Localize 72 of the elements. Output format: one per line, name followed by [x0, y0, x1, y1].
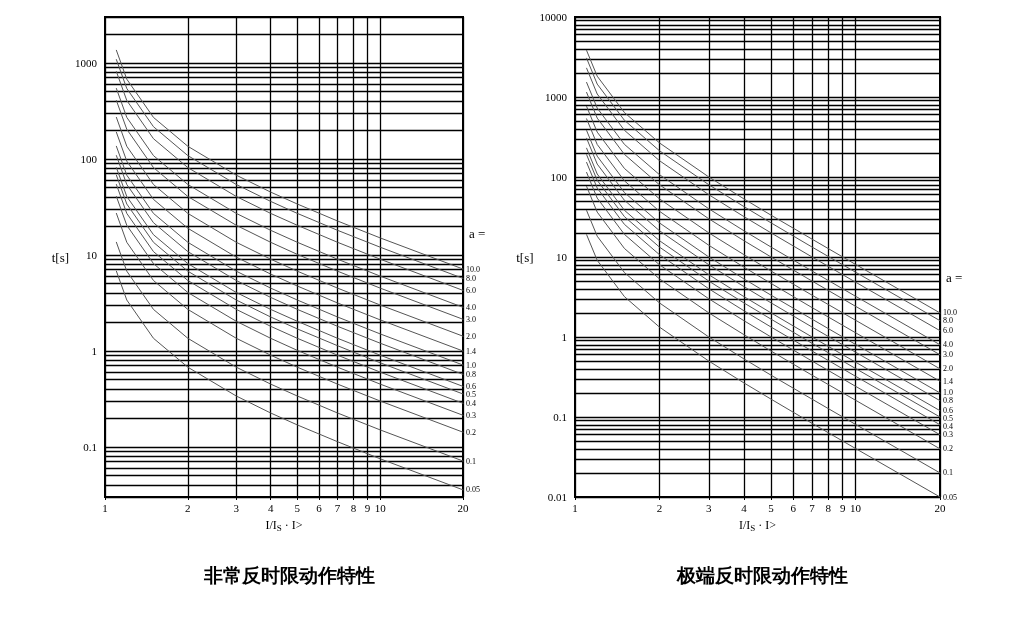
series-label: 0.8	[466, 369, 476, 379]
series-label: 1.4	[466, 346, 476, 356]
series-label: 6.0	[466, 285, 476, 295]
x-tick-label: 9	[364, 501, 371, 514]
x-tick-label: 6	[790, 501, 797, 514]
series-label: 10.0	[943, 308, 957, 318]
series-label: 0.8	[943, 396, 953, 406]
y-axis-title: t[s]	[516, 249, 534, 265]
series-label: 0.1	[943, 468, 953, 478]
x-tick-label: 4	[741, 501, 748, 514]
series-label: 1.0	[943, 388, 953, 398]
series-label: 4.0	[466, 302, 476, 312]
series-label: 0.6	[466, 381, 476, 391]
y-tick-label: 10	[86, 248, 98, 261]
series-label: 10.0	[466, 264, 480, 274]
series-label: 0.3	[943, 430, 953, 440]
series-label: 6.0	[943, 326, 953, 336]
y-tick-label: 0.1	[83, 440, 97, 453]
series-label: 0.3	[466, 410, 476, 420]
x-tick-label: 5	[768, 501, 775, 514]
y-tick-label: 0.1	[553, 411, 567, 423]
series-label: 0.2	[943, 444, 953, 454]
series-label: 3.0	[943, 350, 953, 360]
series-label: 8.0	[943, 316, 953, 326]
x-tick-label: 2	[656, 501, 663, 514]
series-label: 0.1	[466, 456, 476, 466]
series-label: 2.0	[466, 331, 476, 341]
x-tick-label: 6	[316, 501, 323, 514]
series-label: 8.0	[466, 273, 476, 283]
x-tick-label: 1	[572, 501, 578, 514]
y-tick-label: 100	[80, 152, 98, 165]
x-tick-label: 20	[457, 501, 469, 514]
series-label: 2.0	[943, 364, 953, 374]
series-label: 4.0	[943, 340, 953, 350]
series-label: 0.4	[943, 422, 953, 432]
x-tick-label: 7	[334, 501, 341, 514]
legend-title: a =	[946, 269, 963, 285]
x-tick-label: 3	[233, 501, 240, 514]
y-tick-label: 1	[561, 331, 567, 343]
x-tick-label: 1	[102, 501, 108, 514]
series-label: 0.2	[466, 427, 476, 437]
y-tick-label: 1000	[545, 91, 568, 103]
series-label: 3.0	[466, 314, 476, 324]
x-tick-label: 8	[825, 501, 832, 514]
x-tick-label: 20	[934, 501, 946, 514]
y-tick-label: 100	[550, 171, 568, 183]
x-tick-label: 9	[839, 501, 846, 514]
x-tick-label: 2	[185, 501, 191, 514]
series-label: 0.05	[466, 485, 480, 495]
y-tick-label: 10000	[539, 11, 568, 23]
x-tick-label: 8	[350, 501, 357, 514]
y-tick-label: 10	[556, 251, 568, 263]
y-axis-title: t[s]	[51, 249, 70, 265]
series-label: 1.0	[466, 360, 476, 370]
series-label: 0.5	[943, 414, 953, 424]
text: 非常反时限动作特性	[202, 563, 375, 586]
series-label: 0.4	[466, 398, 476, 408]
y-tick-label: 1000	[75, 56, 98, 69]
x-tick-label: 4	[267, 501, 274, 514]
x-tick-label: 3	[706, 501, 713, 514]
series-label: 0.5	[466, 389, 476, 399]
y-tick-label: 0.01	[547, 491, 567, 503]
x-tick-label: 5	[294, 501, 301, 514]
series-label: 1.4	[943, 376, 953, 386]
series-label: 0.05	[943, 492, 957, 502]
legend-title: a =	[469, 226, 486, 242]
x-tick-label: 10	[850, 501, 862, 514]
text: 极端反时限动作特性	[676, 563, 848, 586]
series-label: 0.6	[943, 406, 953, 416]
y-tick-label: 1	[91, 344, 97, 357]
x-tick-label: 10	[374, 501, 387, 514]
x-tick-label: 7	[809, 501, 816, 514]
